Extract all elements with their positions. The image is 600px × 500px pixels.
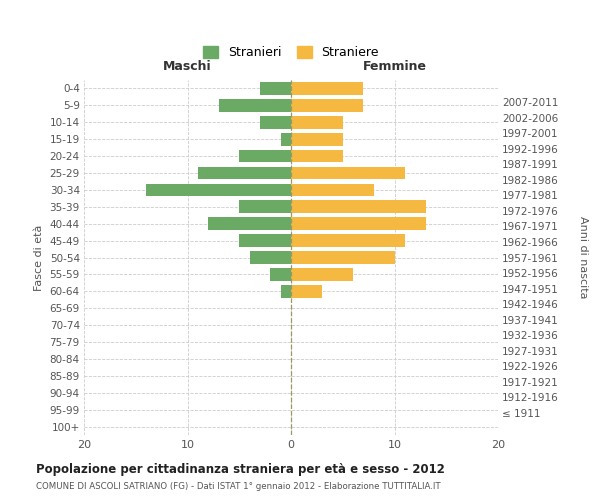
Bar [260, 82, 291, 95]
Bar [291, 116, 343, 128]
Bar [281, 133, 291, 145]
Bar [291, 251, 395, 264]
Bar [291, 150, 343, 162]
Bar [291, 234, 405, 247]
Y-axis label: Anni di nascita: Anni di nascita [578, 216, 589, 298]
Bar [291, 218, 425, 230]
Bar [291, 200, 425, 213]
Bar [218, 99, 291, 112]
Text: Popolazione per cittadinanza straniera per età e sesso - 2012: Popolazione per cittadinanza straniera p… [36, 462, 445, 475]
Bar [291, 268, 353, 280]
Bar [250, 251, 291, 264]
Text: Maschi: Maschi [163, 60, 212, 73]
Bar [198, 166, 291, 179]
Bar [291, 99, 364, 112]
Bar [291, 285, 322, 298]
Text: Femmine: Femmine [362, 60, 427, 73]
Bar [291, 82, 364, 95]
Bar [146, 184, 291, 196]
Bar [239, 150, 291, 162]
Bar [239, 234, 291, 247]
Legend: Stranieri, Straniere: Stranieri, Straniere [197, 40, 385, 66]
Y-axis label: Fasce di età: Fasce di età [34, 224, 44, 290]
Bar [281, 285, 291, 298]
Bar [271, 268, 291, 280]
Bar [291, 184, 374, 196]
Bar [291, 133, 343, 145]
Bar [239, 200, 291, 213]
Bar [291, 166, 405, 179]
Text: COMUNE DI ASCOLI SATRIANO (FG) - Dati ISTAT 1° gennaio 2012 - Elaborazione TUTTI: COMUNE DI ASCOLI SATRIANO (FG) - Dati IS… [36, 482, 440, 491]
Bar [208, 218, 291, 230]
Bar [260, 116, 291, 128]
